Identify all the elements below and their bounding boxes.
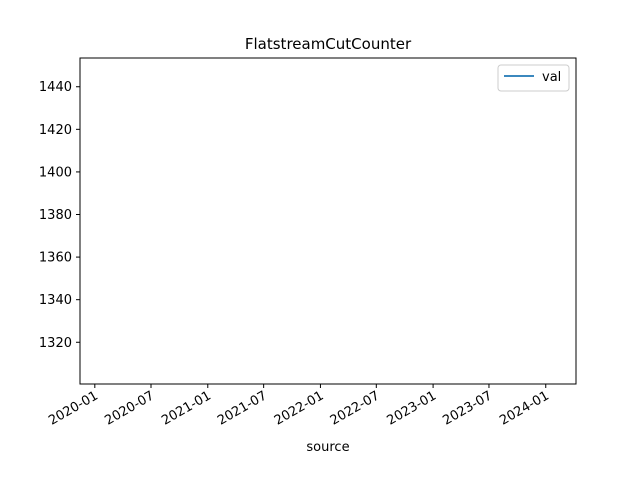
y-axis: 1320 1340 1360 1380 1400 1420 1440 bbox=[39, 80, 80, 351]
y-tick-label: 1440 bbox=[39, 80, 72, 95]
plot-frame bbox=[79, 57, 577, 385]
y-tick-label: 1400 bbox=[39, 165, 72, 180]
y-tick-label: 1380 bbox=[39, 208, 72, 223]
legend-box bbox=[497, 64, 570, 92]
chart-title: FlatstreamCutCounter bbox=[245, 35, 412, 53]
legend-label-val: val bbox=[542, 70, 561, 85]
y-tick-label: 1420 bbox=[39, 123, 72, 138]
legend: val bbox=[497, 64, 570, 92]
y-tick-label: 1360 bbox=[39, 251, 72, 266]
plot-area bbox=[80, 58, 576, 384]
x-axis-label: source bbox=[306, 440, 349, 455]
y-tick-label: 1320 bbox=[39, 336, 72, 351]
y-tick-label: 1340 bbox=[39, 293, 72, 308]
